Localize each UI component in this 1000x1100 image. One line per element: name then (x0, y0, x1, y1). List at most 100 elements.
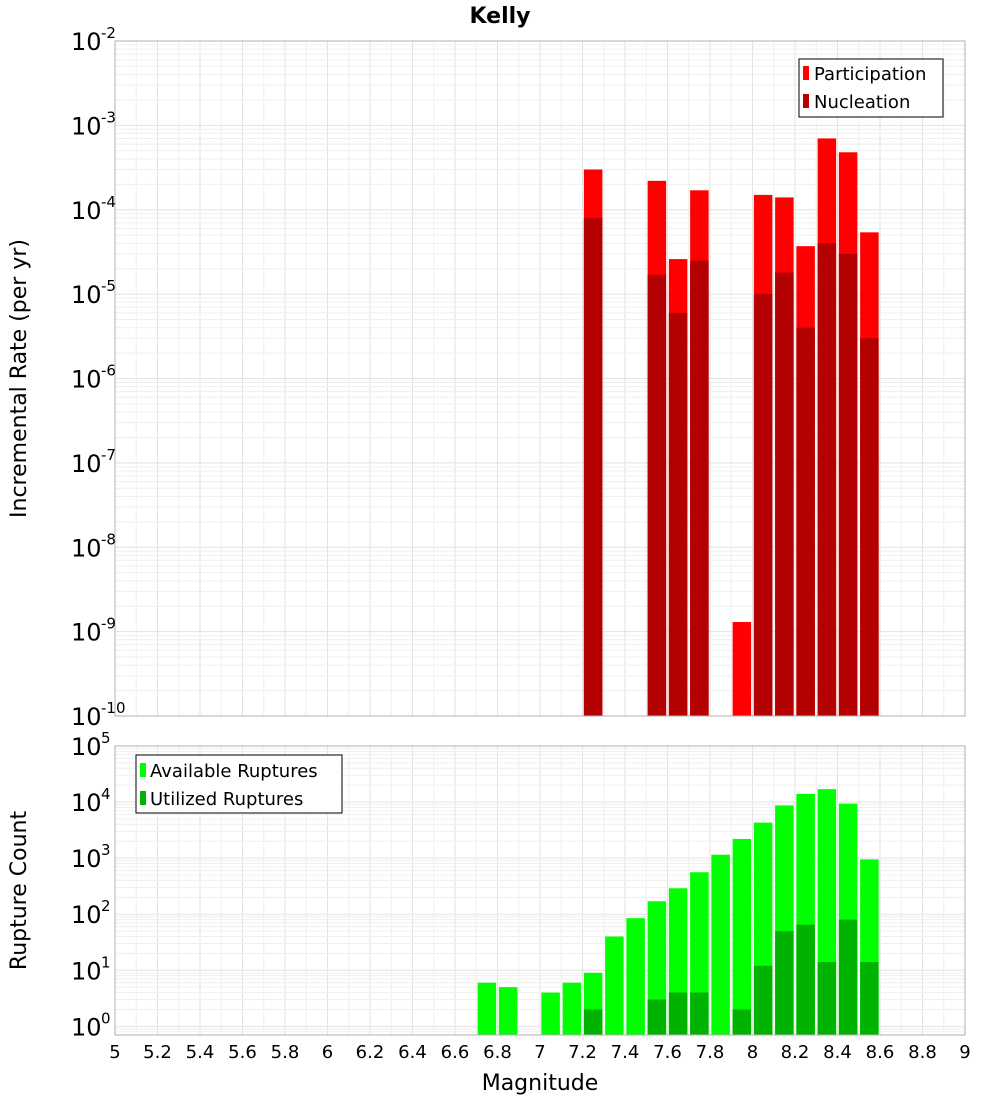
x-tick-label: 7.4 (611, 1042, 640, 1063)
y-tick-exponent: 3 (101, 841, 111, 859)
count-plot-frame (114, 745, 966, 1036)
x-axis-label: Magnitude (482, 1071, 599, 1096)
y-tick-label: 10 (71, 845, 102, 873)
utilized-ruptures-bar (775, 931, 794, 1035)
available-ruptures-bar (605, 936, 624, 1035)
x-tick-label: 6.4 (398, 1042, 427, 1063)
nucleation-bar (775, 272, 794, 716)
y-tick-label: 10 (71, 534, 102, 562)
y-tick-exponent: 5 (101, 729, 111, 747)
available-swatch (140, 763, 146, 777)
nucleation-swatch (803, 94, 809, 108)
participation-swatch (803, 66, 809, 80)
y-tick-exponent: -6 (101, 362, 116, 380)
y-tick-label: 10 (71, 703, 102, 731)
x-tick-label: 7.2 (568, 1042, 597, 1063)
available-legend-label: Available Ruptures (150, 761, 318, 782)
chart-title: Kelly (469, 4, 530, 29)
count-bars (477, 789, 879, 1035)
y-tick-exponent: -4 (101, 193, 116, 211)
x-tick-label: 6.8 (483, 1042, 512, 1063)
participation-legend-label: Participation (814, 64, 926, 85)
rate-y-axis-label: Incremental Rate (per yr) (7, 239, 32, 518)
y-tick-exponent: 0 (101, 1009, 111, 1027)
rate-legend-box (798, 58, 944, 118)
count-x-ticks: 5 5.2 5.4 5.6 5.8 6 6.2 6.4 6.6 6.8 7 7.2 7.4 7.6 7.8 8… (109, 1042, 970, 1063)
nucleation-bar (690, 260, 709, 716)
y-tick-label: 10 (71, 1013, 102, 1041)
count-y-axis-label: Rupture Count (7, 811, 32, 971)
utilized-ruptures-bar (753, 965, 773, 1035)
available-ruptures-bar (562, 982, 582, 1035)
y-tick-label: 10 (71, 957, 102, 985)
utilized-ruptures-bar (647, 999, 667, 1035)
x-tick-label: 9 (959, 1042, 970, 1063)
y-tick-label: 10 (71, 28, 102, 56)
y-tick-label: 10 (71, 112, 102, 140)
utilized-ruptures-bar (860, 962, 879, 1035)
y-tick-exponent: -3 (101, 108, 116, 126)
x-tick-label: 8.4 (823, 1042, 852, 1063)
utilized-ruptures-bar (690, 992, 709, 1035)
nucleation-bar (838, 253, 858, 716)
utilized-swatch (140, 791, 146, 805)
y-tick-exponent: 4 (101, 785, 111, 803)
y-tick-label: 10 (71, 366, 102, 394)
x-tick-label: 5.4 (186, 1042, 215, 1063)
available-ruptures-bar (711, 854, 730, 1035)
x-tick-label: 8.6 (866, 1042, 895, 1063)
nucleation-bar (583, 217, 603, 716)
x-tick-label: 5 (109, 1042, 120, 1063)
available-ruptures-bar (541, 992, 560, 1035)
nucleation-bar (860, 338, 879, 716)
x-tick-label: 6.2 (356, 1042, 385, 1063)
x-tick-label: 7 (534, 1042, 545, 1063)
nucleation-bar (668, 312, 688, 716)
x-tick-label: 6 (322, 1042, 333, 1063)
y-tick-label: 10 (71, 450, 102, 478)
y-tick-label: 10 (71, 901, 102, 929)
x-tick-label: 8.2 (781, 1042, 810, 1063)
x-tick-label: 7.6 (653, 1042, 682, 1063)
y-tick-label: 10 (71, 733, 102, 761)
utilized-ruptures-bar (796, 924, 815, 1035)
utilized-ruptures-bar (732, 1009, 752, 1035)
x-tick-label: 8 (747, 1042, 758, 1063)
y-tick-exponent: 2 (101, 897, 111, 915)
rate-bars (583, 138, 879, 717)
y-tick-exponent: -10 (101, 699, 126, 717)
y-tick-exponent: -7 (101, 446, 116, 464)
y-tick-exponent: -2 (101, 24, 116, 42)
count-legend-box (135, 754, 343, 814)
utilized-ruptures-bar (838, 919, 858, 1035)
y-tick-label: 10 (71, 281, 102, 309)
rate-plot-frame (114, 40, 966, 717)
x-tick-label: 6.6 (441, 1042, 470, 1063)
rate-gridlines (114, 40, 966, 717)
x-tick-label: 5.2 (143, 1042, 172, 1063)
x-tick-label: 8.8 (908, 1042, 937, 1063)
utilized-ruptures-bar (583, 1009, 603, 1035)
nucleation-legend-label: Nucleation (814, 92, 910, 113)
utilized-legend-label: Utilized Ruptures (150, 789, 303, 810)
y-tick-label: 10 (71, 789, 102, 817)
rate-legend: Participation Nucleation (798, 58, 944, 118)
nucleation-bar (817, 243, 837, 717)
x-tick-label: 5.6 (228, 1042, 257, 1063)
y-tick-label: 10 (71, 197, 102, 225)
participation-bar (732, 622, 752, 716)
count-legend: Available Ruptures Utilized Ruptures (135, 754, 343, 814)
utilized-ruptures-bar (668, 992, 688, 1035)
available-ruptures-bar (732, 838, 752, 1035)
x-tick-label: 5.8 (271, 1042, 300, 1063)
available-ruptures-bar (498, 987, 518, 1035)
y-tick-exponent: 1 (101, 953, 111, 971)
nucleation-bar (647, 274, 667, 716)
available-ruptures-bar (626, 918, 645, 1035)
y-tick-exponent: -9 (101, 615, 116, 633)
nucleation-bar (796, 327, 815, 716)
